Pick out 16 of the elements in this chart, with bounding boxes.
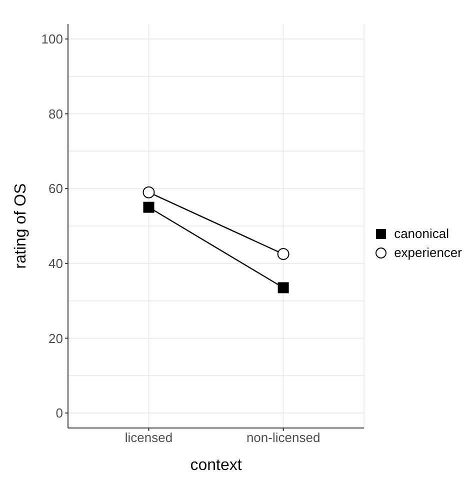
legend-label: canonical bbox=[394, 226, 449, 241]
y-tick-label: 100 bbox=[41, 32, 63, 47]
point bbox=[142, 186, 155, 198]
y-tick-label: 80 bbox=[48, 106, 63, 122]
y-tick-label: 60 bbox=[48, 181, 63, 196]
point bbox=[277, 248, 290, 260]
y-tick-label: 40 bbox=[48, 256, 63, 272]
y-tick-label: 20 bbox=[48, 330, 63, 346]
legend-label: experiencer bbox=[394, 245, 462, 260]
point bbox=[278, 282, 289, 294]
x-tick-label: non-licensed bbox=[246, 430, 320, 446]
x-tick-label: licensed bbox=[124, 430, 173, 446]
x-axis-title: context bbox=[190, 457, 242, 474]
point bbox=[143, 202, 154, 213]
y-tick-label: 0 bbox=[56, 406, 63, 421]
y-axis-title: rating of OS bbox=[12, 183, 30, 269]
